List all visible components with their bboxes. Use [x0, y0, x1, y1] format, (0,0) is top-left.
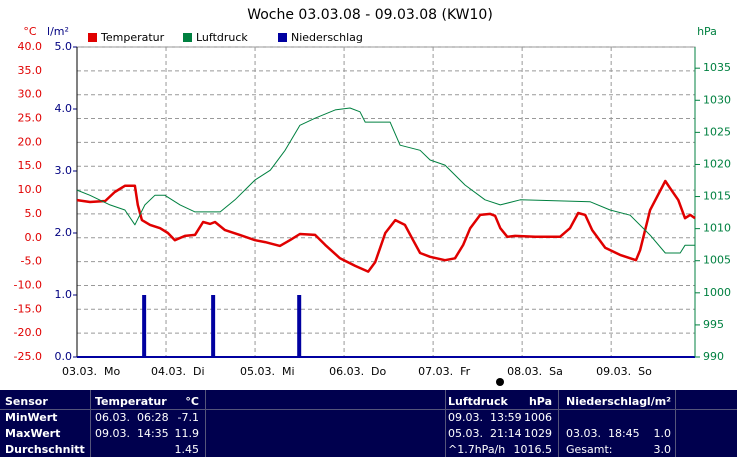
row-label: MaxWert: [5, 427, 61, 440]
y2-tick-label: 1.0: [55, 288, 73, 301]
y2-tick-label: 2.0: [55, 226, 73, 239]
y2-unit: l/m²: [47, 25, 69, 38]
x-tick-label: 04.03. Di: [151, 365, 205, 378]
table-cell: 1006: [524, 411, 552, 424]
table-cell: 1029: [524, 427, 552, 440]
x-tick-label: 08.03. Sa: [507, 365, 563, 378]
y2-tick-label: 4.0: [55, 102, 73, 115]
bar: [297, 295, 302, 357]
chart: Woche 03.03.08 - 09.03.08 (KW10) °C l/m²…: [14, 7, 731, 386]
y3-tick-label: 1010: [703, 222, 731, 235]
separator: [558, 390, 559, 457]
y3-tick-label: 1015: [703, 190, 731, 203]
x-tick-label: 05.03. Mi: [240, 365, 295, 378]
table-cell: 09.03. 13:59: [448, 411, 522, 424]
x-tick-label: 03.03. Mo: [62, 365, 120, 378]
chart-title: Woche 03.03.08 - 09.03.08 (KW10): [247, 7, 493, 23]
legend-label: Temperatur: [100, 31, 165, 44]
row-label: MinWert: [5, 411, 58, 424]
series-line: [76, 107, 695, 254]
bar: [142, 295, 147, 357]
separator: [445, 390, 446, 457]
hline: [0, 409, 737, 410]
separator: [205, 390, 206, 457]
y-tick-label: 0.0: [25, 231, 43, 244]
separator: [90, 390, 91, 457]
y3-tick-label: 1035: [703, 61, 731, 74]
y3-tick-label: 1025: [703, 125, 731, 138]
bar: [211, 295, 216, 357]
y3-unit: hPa: [697, 25, 717, 38]
y2-tick-label: 3.0: [55, 164, 73, 177]
table-cell: 06.03. 06:28: [95, 411, 169, 424]
y-tick-label: 10.0: [18, 183, 43, 196]
y-tick-label: 40.0: [18, 40, 43, 53]
y3-tick-label: 1030: [703, 93, 731, 106]
table-header: Luftdruck: [448, 395, 508, 408]
legend-label: Luftdruck: [196, 31, 248, 44]
x-tick-label: 09.03. So: [596, 365, 652, 378]
y2-tick-label: 5.0: [55, 40, 73, 53]
table-header: Temperatur: [95, 395, 167, 408]
y3-tick-label: 1020: [703, 157, 731, 170]
table-header: Sensor: [5, 395, 48, 408]
y-tick-label: -10.0: [14, 278, 42, 291]
x-tick-label: 06.03. Do: [329, 365, 386, 378]
y3-tick-label: 990: [703, 350, 724, 363]
y3-tick-label: 995: [703, 318, 724, 331]
table-cell: ^1.7hPa/h: [448, 443, 506, 456]
table-cell: 1016.5: [513, 443, 553, 456]
legend-swatch: [183, 33, 192, 42]
plot-area: [76, 46, 696, 358]
separator: [675, 390, 676, 457]
y3-tick-label: 1005: [703, 254, 731, 267]
y-tick-label: 15.0: [18, 159, 43, 172]
y3-tick-label: 1000: [703, 286, 731, 299]
y-tick-label: 25.0: [18, 112, 43, 125]
y-unit: °C: [23, 25, 37, 38]
table-cell: 3.0: [653, 443, 672, 456]
table-cell: 05.03. 21:14: [448, 427, 522, 440]
table-header: °C: [185, 395, 199, 408]
table-cell: -7.1: [177, 411, 199, 424]
marker: [496, 378, 504, 386]
table-cell: 09.03. 14:35: [95, 427, 169, 440]
legend-swatch: [88, 33, 97, 42]
table-header: l/m²: [646, 395, 671, 408]
row-label: Durchschnitt: [5, 443, 85, 456]
y2-tick-label: 0.0: [55, 350, 73, 363]
y-tick-label: 5.0: [25, 207, 43, 220]
table-cell: 03.03. 18:45: [566, 427, 640, 440]
series-line: [76, 179, 696, 273]
y-tick-label: 30.0: [18, 88, 43, 101]
table-cell: Gesamt:: [566, 443, 613, 456]
stats-table: Sensor Temperatur °C Luftdruck hPa Niederschl…: [0, 390, 737, 457]
y-tick-label: -5.0: [21, 255, 42, 268]
x-tick-label: 07.03. Fr: [418, 365, 471, 378]
y-tick-label: 35.0: [18, 64, 43, 77]
table-cell: 11.9: [174, 427, 200, 440]
y-tick-label: -25.0: [14, 350, 42, 363]
table-header: Niederschlag: [566, 395, 648, 408]
legend-label: Niederschlag: [291, 31, 363, 44]
y-tick-label: -15.0: [14, 302, 42, 315]
y-tick-label: 20.0: [18, 135, 43, 148]
table-cell: 1.0: [653, 427, 672, 440]
table-header: hPa: [528, 395, 552, 408]
y-tick-label: -20.0: [14, 326, 42, 339]
table-cell: 1.45: [174, 443, 200, 456]
legend-swatch: [278, 33, 287, 42]
